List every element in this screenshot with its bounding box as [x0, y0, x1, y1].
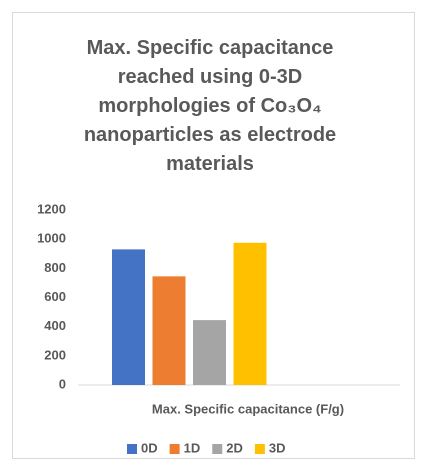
x-tick-label: Max. Specific capacitance (F/g): [152, 401, 344, 416]
bar: [193, 320, 226, 385]
chart-frame: [12, 12, 415, 459]
legend-label: 2D: [226, 440, 243, 455]
y-tick-label: 1000: [37, 231, 66, 246]
bar: [152, 276, 186, 385]
legend-swatch: [169, 444, 180, 454]
legend-label: 3D: [269, 440, 286, 455]
bar: [112, 249, 145, 385]
y-tick-label: 200: [44, 347, 66, 362]
y-tick-label: 1200: [37, 201, 66, 216]
chart-title: Max. Specific capacitance reached using …: [83, 37, 337, 175]
y-tick-label: 800: [44, 260, 66, 275]
legend-label: 1D: [184, 440, 201, 455]
y-tick-label: 0: [59, 376, 66, 391]
y-tick-label: 600: [44, 289, 66, 304]
legend-swatch: [254, 444, 265, 454]
legend-swatch: [127, 444, 137, 454]
legend-swatch: [212, 444, 223, 454]
legend-label: 0D: [141, 440, 158, 455]
bar: [233, 242, 267, 385]
y-tick-label: 400: [44, 318, 66, 333]
